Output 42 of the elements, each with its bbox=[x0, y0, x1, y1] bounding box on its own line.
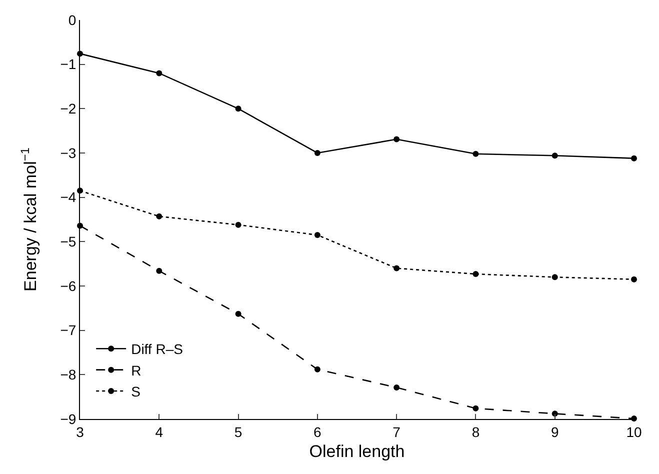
x-tick-label: 7 bbox=[392, 424, 401, 440]
x-tick-label: 4 bbox=[155, 424, 164, 440]
x-tick-label: 6 bbox=[314, 424, 322, 440]
y-tick-label: −5 bbox=[60, 234, 76, 250]
point bbox=[314, 366, 320, 372]
point bbox=[156, 70, 162, 76]
x-tick-label: 9 bbox=[550, 424, 559, 440]
legend-label: R bbox=[131, 362, 142, 378]
point bbox=[552, 152, 558, 159]
point bbox=[631, 416, 637, 422]
y-tick-label: −4 bbox=[60, 189, 76, 206]
point bbox=[472, 150, 479, 157]
x-tick-label: 8 bbox=[472, 424, 480, 440]
point bbox=[631, 155, 637, 162]
y-tick-label: −9 bbox=[60, 410, 76, 427]
point bbox=[552, 274, 558, 280]
y-tick-label: −1 bbox=[60, 56, 76, 72]
legend-label: Diff R–S bbox=[131, 341, 183, 358]
y-tick-label: 0 bbox=[68, 12, 76, 28]
point bbox=[314, 232, 320, 238]
y-tick-label: −7 bbox=[60, 322, 76, 338]
point bbox=[472, 271, 479, 278]
x-tick-label: 5 bbox=[234, 424, 242, 440]
point bbox=[394, 136, 400, 142]
point bbox=[156, 268, 162, 274]
x-tick-label: 10 bbox=[626, 424, 642, 440]
legend-label: S bbox=[131, 383, 140, 400]
y-tick-label: −6 bbox=[60, 278, 76, 294]
y-tick-label: −8 bbox=[60, 366, 76, 383]
point bbox=[314, 150, 320, 156]
point bbox=[472, 405, 479, 412]
point bbox=[631, 276, 637, 282]
x-tick-label: 3 bbox=[76, 424, 84, 440]
point bbox=[394, 265, 400, 272]
y-tick-label: −2 bbox=[60, 100, 76, 117]
x-axis-title: Olefin length bbox=[309, 442, 405, 462]
point bbox=[156, 213, 162, 220]
point bbox=[235, 222, 242, 228]
point bbox=[235, 106, 242, 112]
point bbox=[235, 310, 242, 317]
point bbox=[394, 384, 400, 391]
y-tick-label: −3 bbox=[60, 144, 76, 161]
